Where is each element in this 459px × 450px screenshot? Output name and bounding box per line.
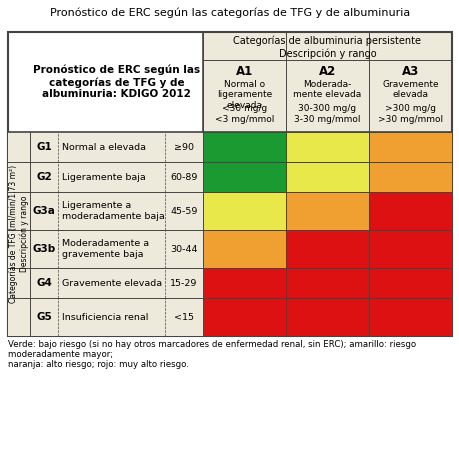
Bar (285, 192, 368, 230)
Text: Normal o
ligeramente
elevada: Normal o ligeramente elevada (216, 80, 272, 110)
Text: G3b: G3b (32, 244, 56, 254)
Bar (285, 268, 368, 298)
Text: G3a: G3a (33, 206, 56, 216)
Bar (202, 132, 285, 162)
Bar (368, 162, 451, 192)
Bar (8, 298, 202, 336)
Text: <30 mg/g
<3 mg/mmol: <30 mg/g <3 mg/mmol (214, 104, 274, 124)
Bar (202, 268, 285, 298)
Text: Moderadamente a
gravemente baja: Moderadamente a gravemente baja (62, 239, 149, 259)
Bar (8, 230, 202, 268)
Text: naranja: alto riesgo; rojo: muy alto riesgo.: naranja: alto riesgo; rojo: muy alto rie… (8, 360, 189, 369)
Text: Gravemente elevada: Gravemente elevada (62, 279, 162, 288)
Bar (202, 32, 451, 132)
Bar (8, 162, 202, 192)
Text: Categorías de albuminuria persistente
Descripción y rango: Categorías de albuminuria persistente De… (233, 36, 420, 58)
Bar (202, 162, 285, 192)
Text: 45-59: 45-59 (170, 207, 197, 216)
Bar (285, 132, 368, 162)
Bar (8, 32, 202, 132)
Text: G1: G1 (36, 142, 52, 152)
Text: 60-89: 60-89 (170, 172, 197, 181)
Bar (202, 230, 285, 268)
Bar (368, 230, 451, 268)
Bar (202, 192, 285, 230)
Text: A1: A1 (235, 65, 252, 78)
Text: G4: G4 (36, 278, 52, 288)
Text: A3: A3 (401, 65, 418, 78)
Bar (368, 298, 451, 336)
Bar (368, 192, 451, 230)
Text: Pronóstico de ERC según las categorías de TFG y de albuminuria: Pronóstico de ERC según las categorías d… (50, 7, 409, 18)
Bar (8, 268, 202, 298)
Text: Categorías de TFG (ml/min/1.73 m²)
Descripción y rango: Categorías de TFG (ml/min/1.73 m²) Descr… (9, 165, 29, 303)
Bar (8, 132, 30, 336)
Text: 30-44: 30-44 (170, 244, 197, 253)
Bar (285, 298, 368, 336)
Text: Normal a elevada: Normal a elevada (62, 143, 146, 152)
Text: Moderada-
mente elevada: Moderada- mente elevada (293, 80, 361, 99)
Text: Ligeramente baja: Ligeramente baja (62, 172, 146, 181)
Bar (368, 268, 451, 298)
Bar (285, 162, 368, 192)
Text: Pronóstico de ERC según las
categorías de TFG y de
albuminuria: KDIGO 2012: Pronóstico de ERC según las categorías d… (33, 65, 200, 99)
Text: G5: G5 (36, 312, 52, 322)
Bar (8, 32, 451, 336)
Bar (8, 192, 202, 230)
Text: 15-29: 15-29 (170, 279, 197, 288)
Bar (202, 298, 285, 336)
Text: moderadamente mayor;: moderadamente mayor; (8, 350, 113, 359)
Bar (8, 132, 202, 162)
Bar (368, 132, 451, 162)
Text: Gravemente
elevada: Gravemente elevada (381, 80, 438, 99)
Bar (285, 230, 368, 268)
Text: G2: G2 (36, 172, 52, 182)
Text: <15: <15 (174, 312, 194, 321)
Text: 30-300 mg/g
3-30 mg/mmol: 30-300 mg/g 3-30 mg/mmol (294, 104, 360, 124)
Text: A2: A2 (318, 65, 336, 78)
Text: ≥90: ≥90 (174, 143, 194, 152)
Text: Ligeramente a
moderadamente baja: Ligeramente a moderadamente baja (62, 201, 164, 220)
Text: >300 mg/g
>30 mg/mmol: >300 mg/g >30 mg/mmol (377, 104, 442, 124)
Text: Insuficiencia renal: Insuficiencia renal (62, 312, 148, 321)
Text: Verde: bajo riesgo (si no hay otros marcadores de enfermedad renal, sin ERC); am: Verde: bajo riesgo (si no hay otros marc… (8, 340, 415, 349)
